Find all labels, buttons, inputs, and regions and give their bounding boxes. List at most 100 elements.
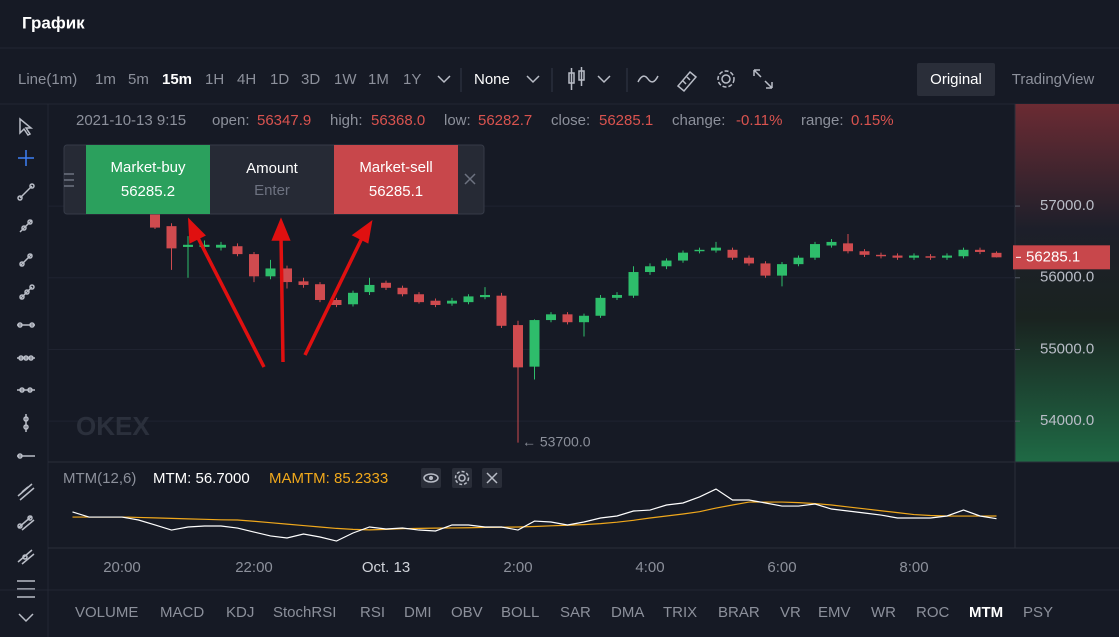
candle-body xyxy=(150,211,160,228)
info-label: range: xyxy=(801,112,844,129)
interval-tab[interactable]: 3D xyxy=(301,71,320,88)
indicator-tab[interactable]: EMV xyxy=(818,604,851,621)
chevron[interactable] xyxy=(437,75,451,84)
crosshair-tool[interactable] xyxy=(18,150,34,166)
candle-body xyxy=(298,281,309,285)
interval-tab[interactable]: 15m xyxy=(162,71,192,88)
interval-tab[interactable]: 1M xyxy=(368,71,389,88)
y-tick-label: 55000.0 xyxy=(1040,340,1094,357)
indicator-tab[interactable]: OBV xyxy=(451,604,483,621)
parallel-tool[interactable] xyxy=(17,515,35,531)
candle-body xyxy=(727,249,738,258)
indicator-icon[interactable] xyxy=(637,75,659,83)
candle-body xyxy=(315,284,325,300)
last-price-label: 56285.1 xyxy=(1026,248,1080,265)
interval-tab[interactable]: 1Y xyxy=(403,71,421,88)
indicator-settings[interactable] xyxy=(452,468,472,488)
indicator-title: MTM(12,6) xyxy=(63,470,136,487)
candle-body xyxy=(232,246,243,255)
info-label: change: xyxy=(672,112,725,129)
candle-body xyxy=(892,255,903,258)
indicator-tab[interactable]: BRAR xyxy=(718,604,760,621)
ray-tool[interactable] xyxy=(19,219,33,233)
indicator-line xyxy=(72,501,997,531)
price-channel-tool[interactable] xyxy=(17,549,35,565)
indicator-legend: MTM: 56.7000 xyxy=(153,470,250,487)
indicator-tab[interactable]: StochRSI xyxy=(273,604,336,621)
candle-body xyxy=(925,256,936,258)
candle-body xyxy=(579,315,589,323)
original-button-bg[interactable] xyxy=(917,63,995,96)
indicator-tab[interactable]: PSY xyxy=(1023,604,1053,621)
info-label: high: xyxy=(330,112,363,129)
info-value: -0.11% xyxy=(736,112,782,129)
title: График xyxy=(22,13,85,32)
interval-tab[interactable]: 4H xyxy=(237,71,256,88)
info-value: 56368.0 xyxy=(371,112,425,129)
candle-body xyxy=(843,243,853,252)
sell-price: 56285.1 xyxy=(369,183,423,200)
candle-body xyxy=(397,287,408,295)
indicator-select[interactable]: None xyxy=(474,71,510,88)
amount-input[interactable]: Enter xyxy=(254,182,290,199)
buy-button[interactable] xyxy=(86,145,210,214)
indicator-tab[interactable]: MTM xyxy=(969,604,1003,621)
segment-tool[interactable] xyxy=(19,253,33,267)
candle-body xyxy=(942,255,952,258)
candle-body xyxy=(513,325,523,368)
indicator-tab[interactable]: ROC xyxy=(916,604,950,621)
more-tools[interactable] xyxy=(18,613,34,623)
candle-body xyxy=(628,272,639,296)
candle-body xyxy=(810,244,820,258)
candle-body xyxy=(661,260,672,267)
candle-body xyxy=(414,294,424,303)
indicator-tab[interactable]: DMI xyxy=(404,604,432,621)
indicator-tab[interactable]: MACD xyxy=(160,604,204,621)
ruler-icon[interactable] xyxy=(676,70,698,93)
line-tool[interactable] xyxy=(19,185,33,199)
interval-tab[interactable]: 1D xyxy=(270,71,289,88)
candle-body xyxy=(991,252,1002,258)
x-tick-label: 22:00 xyxy=(235,559,273,576)
indicator-tab[interactable]: WR xyxy=(871,604,896,621)
info-label: low: xyxy=(444,112,471,129)
candle-body xyxy=(265,268,276,277)
interval-tab[interactable]: 5m xyxy=(128,71,149,88)
indicator-tab[interactable]: RSI xyxy=(360,604,385,621)
indicator-tab[interactable]: SAR xyxy=(560,604,591,621)
candle-body xyxy=(463,296,474,303)
channel-tool[interactable] xyxy=(17,483,35,501)
interval-tab[interactable]: Line(1m) xyxy=(18,71,77,88)
candle-body xyxy=(793,257,804,265)
indicator-tab[interactable]: VOLUME xyxy=(75,604,138,621)
fullscreen-icon[interactable] xyxy=(753,69,773,89)
close-panel[interactable] xyxy=(464,173,476,185)
interval-tab[interactable]: 1H xyxy=(205,71,224,88)
indicator-tab[interactable]: VR xyxy=(780,604,801,621)
view-tab[interactable]: Original xyxy=(930,71,982,88)
fib-tool[interactable] xyxy=(17,580,35,598)
candle-body xyxy=(529,320,540,367)
settings-icon[interactable] xyxy=(721,74,731,84)
indicator-tab[interactable]: BOLL xyxy=(501,604,539,621)
candle-body xyxy=(282,268,292,283)
x-tick-label: 4:00 xyxy=(635,559,664,576)
y-tick-label: 54000.0 xyxy=(1040,412,1094,429)
view-tab[interactable]: TradingView xyxy=(1012,71,1095,88)
chevron[interactable] xyxy=(597,75,611,84)
sell-button[interactable] xyxy=(334,145,458,214)
candle-body xyxy=(381,282,391,288)
cursor-tool[interactable] xyxy=(19,117,34,136)
candle-body xyxy=(975,249,985,252)
x-tick-label: 8:00 xyxy=(899,559,928,576)
indicator-tab[interactable]: TRIX xyxy=(663,604,697,621)
interval-tab[interactable]: 1m xyxy=(95,71,116,88)
annotation-arrows xyxy=(188,217,373,368)
indicator-tab[interactable]: KDJ xyxy=(226,604,254,621)
candle-icon[interactable] xyxy=(568,67,585,90)
interval-tab[interactable]: 1W xyxy=(334,71,357,88)
indicator-tab[interactable]: DMA xyxy=(611,604,644,621)
chevron[interactable] xyxy=(526,75,540,84)
drag-handle[interactable] xyxy=(64,173,74,187)
